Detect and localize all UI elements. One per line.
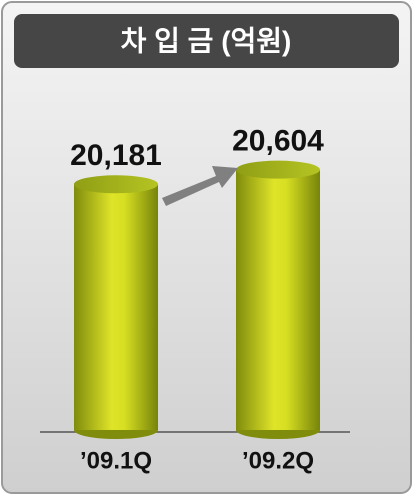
bar	[236, 169, 320, 431]
title-bar	[14, 14, 399, 68]
bar-top	[74, 175, 158, 194]
value-label: 20,181	[70, 139, 162, 172]
value-label: 20,604	[232, 125, 324, 158]
chart-title: 차 입 금 (억원)	[121, 25, 292, 56]
arrow	[162, 166, 238, 206]
bar	[74, 184, 158, 430]
x-tick-label: ’09.2Q	[242, 447, 314, 474]
bar-top	[236, 160, 320, 179]
x-tick-label: ’09.1Q	[80, 447, 152, 474]
